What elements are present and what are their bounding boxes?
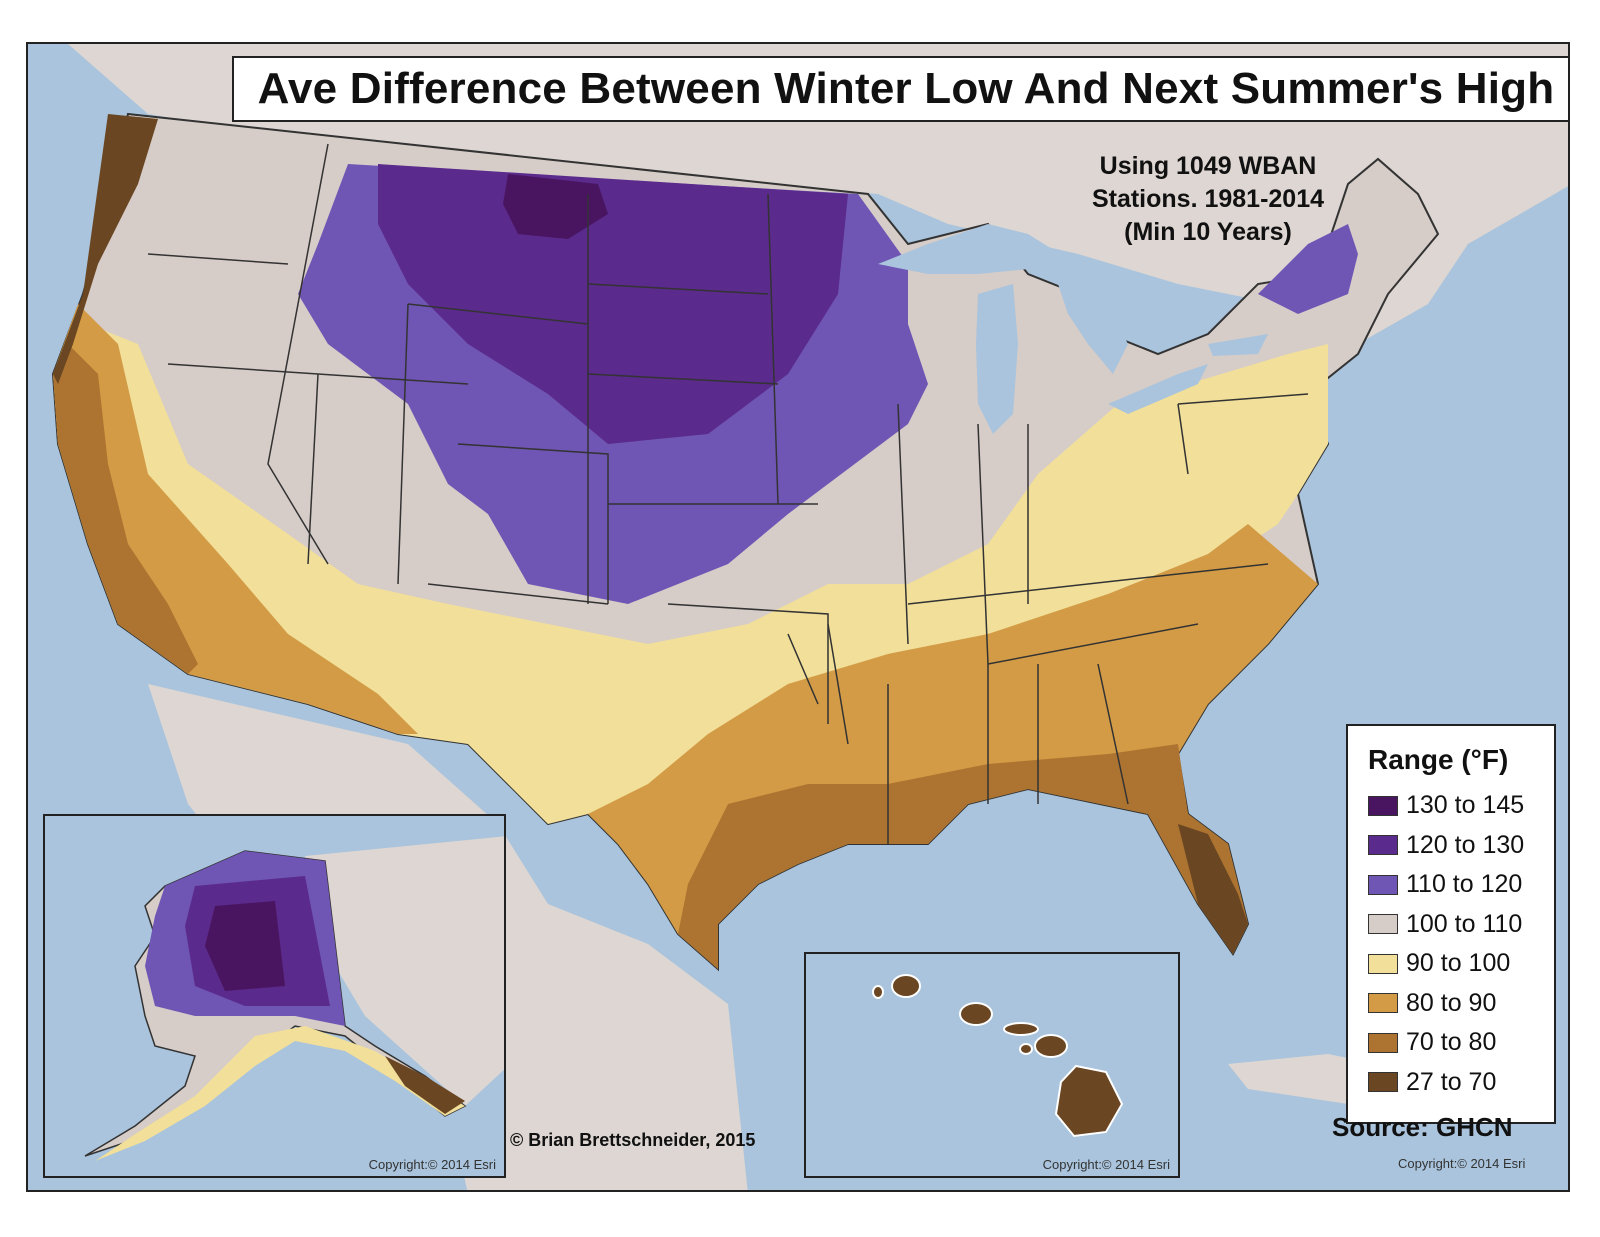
map-frame: Ave Difference Between Winter Low And Ne… (26, 42, 1570, 1192)
lake-superior (878, 224, 1068, 274)
niihau-island (872, 985, 884, 999)
legend-swatch (1368, 993, 1398, 1014)
legend-swatch (1368, 874, 1398, 895)
lake-michigan (976, 284, 1018, 434)
zone-130-145 (503, 174, 608, 239)
big-island (1054, 1064, 1124, 1138)
lake-erie (1108, 364, 1208, 414)
legend: Range (°F) 130 to 145 120 to 130 110 to … (1346, 724, 1556, 1124)
main-map-copyright: Copyright:© 2014 Esri (1398, 1156, 1526, 1171)
legend-swatch (1368, 1072, 1398, 1093)
legend-title: Range (°F) (1368, 744, 1509, 775)
subtitle-line-1: Using 1049 WBAN (1099, 152, 1317, 180)
legend-item: 130 to 145 (1368, 786, 1554, 826)
zone-70-80 (53, 344, 1248, 969)
legend-item: 27 to 70 (1368, 1063, 1554, 1103)
legend-swatch (1368, 914, 1398, 935)
legend-label: 27 to 70 (1406, 1067, 1497, 1096)
hawaii-map (806, 954, 1178, 1176)
contiguous-us-map[interactable] (28, 44, 1570, 1192)
legend-item: 70 to 80 (1368, 1023, 1554, 1063)
lake-ontario (1208, 334, 1268, 356)
legend-item: 80 to 90 (1368, 984, 1554, 1024)
lake-huron (1058, 284, 1128, 374)
hawaii-copyright: Copyright:© 2014 Esri (1042, 1157, 1170, 1172)
author-credit: © Brian Brettschneider, 2015 (510, 1130, 756, 1150)
legend-label: 80 to 90 (1406, 988, 1497, 1017)
oahu-island (959, 1002, 993, 1026)
lanai-island (1019, 1043, 1033, 1055)
kauai-island (891, 974, 921, 998)
alaska-zone-130-145 (205, 901, 285, 991)
maui-island (1034, 1034, 1068, 1058)
map-title: Ave Difference Between Winter Low And Ne… (232, 56, 1568, 122)
legend-label: 70 to 80 (1406, 1028, 1497, 1057)
alaska-map (45, 816, 504, 1176)
legend-label: 130 to 145 (1406, 791, 1525, 820)
legend-swatch (1368, 835, 1398, 856)
map-subtitle: Using 1049 WBAN Stations. 1981-2014 (Min… (1058, 150, 1358, 249)
zone-120-130 (378, 164, 848, 444)
source-label: Source: GHCN (1332, 1112, 1513, 1142)
legend-label: 100 to 110 (1406, 909, 1523, 938)
alaska-panhandle (385, 1056, 465, 1114)
alaska-copyright: Copyright:© 2014 Esri (368, 1157, 496, 1172)
alaska-inset[interactable]: Copyright:© 2014 Esri (43, 814, 506, 1178)
legend-label: 120 to 130 (1406, 830, 1525, 859)
legend-swatch (1368, 795, 1398, 816)
legend-item: 110 to 120 (1368, 865, 1554, 905)
molokai-island (1003, 1022, 1039, 1036)
legend-label: 110 to 120 (1406, 870, 1523, 899)
legend-swatch (1368, 1032, 1398, 1053)
legend-item: 90 to 100 (1368, 944, 1554, 984)
legend-label: 90 to 100 (1406, 949, 1511, 978)
legend-item: 100 to 110 (1368, 905, 1554, 945)
hawaii-inset[interactable]: Copyright:© 2014 Esri (804, 952, 1180, 1178)
state-borders (147, 143, 1309, 844)
subtitle-line-3: (Min 10 Years) (1124, 218, 1292, 246)
legend-item: 120 to 130 (1368, 826, 1554, 866)
zone-80-90 (53, 304, 1318, 969)
alaska-coast-warm (95, 1026, 465, 1161)
legend-swatch (1368, 953, 1398, 974)
subtitle-line-2: Stations. 1981-2014 (1091, 185, 1325, 213)
